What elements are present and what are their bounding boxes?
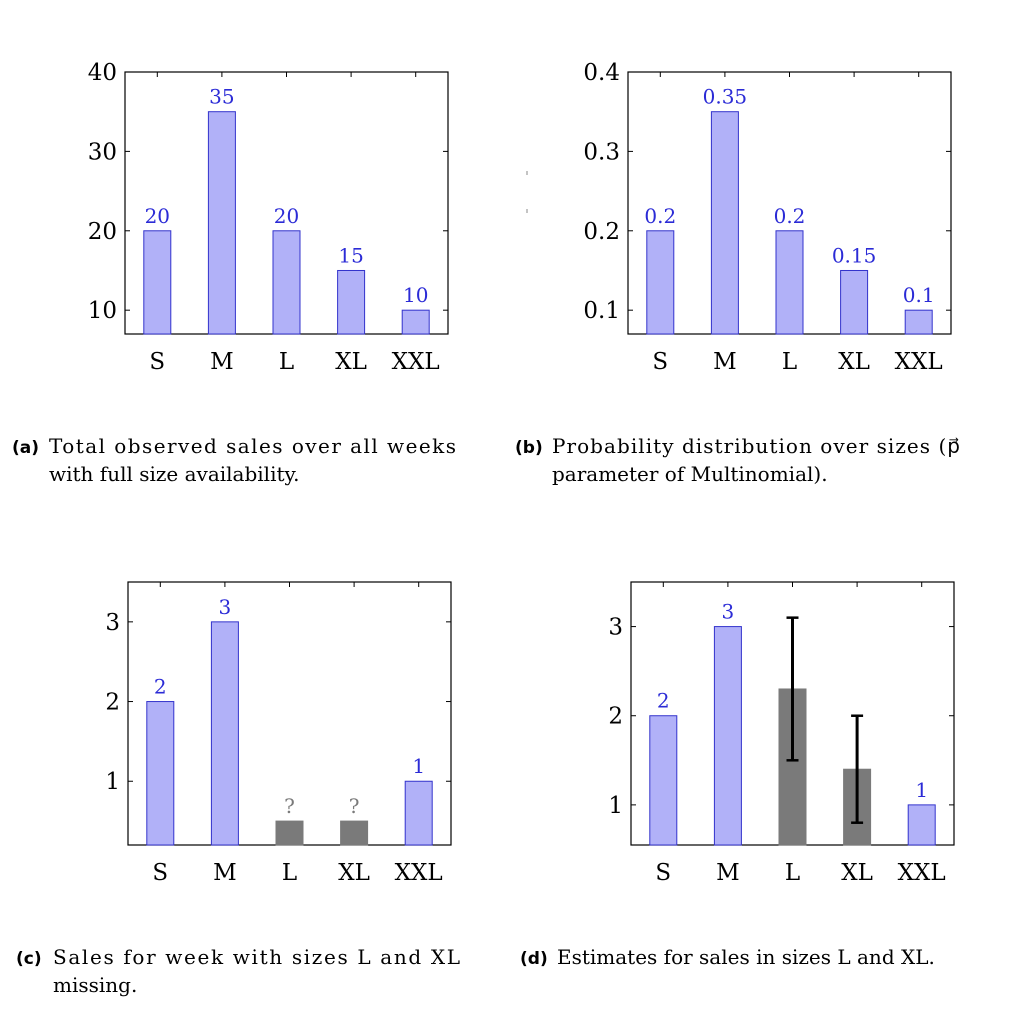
data-label-a-m: 35	[209, 85, 234, 109]
y-tick-label-a: 40	[88, 60, 117, 86]
bar-a-xxl	[401, 309, 430, 335]
x-tick-label-c: L	[282, 860, 297, 886]
caption-d-line-1: Estimates for sales in sizes L and XL.	[557, 945, 935, 969]
x-tick-label-d: L	[785, 860, 800, 886]
x-tick-label-c: M	[213, 860, 237, 886]
y-tick-label-b: 0.4	[583, 60, 620, 86]
panel-d: S M L XL XXL 1 2 3 2 3 1	[608, 581, 955, 886]
caption-d-tag: (d)	[520, 949, 548, 969]
data-label-d-xxl: 1	[915, 778, 928, 802]
data-label-d-s: 2	[657, 689, 670, 713]
bar-d-m	[713, 626, 742, 846]
data-label-b-m: 0.35	[703, 85, 748, 109]
data-label-c-m: 3	[219, 595, 232, 619]
bar-b-s	[646, 230, 675, 335]
y-tick-label-c: 3	[105, 610, 120, 636]
y-tick-label-d: 3	[608, 615, 623, 641]
bar-c-m	[210, 621, 239, 846]
bar-c-xxl	[404, 780, 433, 846]
x-tick-label-b: M	[713, 349, 737, 375]
bar-b-l	[775, 230, 804, 335]
y-tick-label-b: 0.1	[583, 298, 620, 324]
panel-a: S M L XL XXL 10 20 30 40 20 35 20 15 10	[88, 60, 449, 375]
y-tick-label-a: 10	[88, 298, 117, 324]
bar-c-s	[146, 701, 175, 846]
bar-d-xxl	[907, 804, 936, 846]
x-tick-label-a: S	[149, 349, 165, 375]
x-tick-label-a: XL	[335, 349, 367, 375]
data-label-c-l: ?	[284, 794, 295, 818]
x-tick-label-b: L	[782, 349, 797, 375]
x-tick-label-c: XL	[338, 860, 370, 886]
x-tick-label-a: M	[210, 349, 234, 375]
y-tick-label-d: 1	[608, 793, 623, 819]
data-label-c-s: 2	[154, 675, 167, 699]
panel-b: S M L XL XXL 0.1 0.2 0.3 0.4 0.2 0.35 0.2 0.15 0.1	[583, 60, 952, 375]
x-tick-label-d: XL	[841, 860, 873, 886]
x-tick-label-a: L	[279, 349, 294, 375]
x-tick-label-c: S	[152, 860, 168, 886]
caption-c-line-2: missing.	[53, 973, 137, 997]
y-tick-label-a: 20	[88, 219, 117, 245]
x-tick-label-d: M	[716, 860, 740, 886]
x-tick-label-b: XXL	[895, 349, 943, 375]
data-label-b-xl: 0.15	[832, 243, 877, 267]
caption-b-line-2: parameter of Multinomial).	[552, 462, 828, 486]
caption-b-tag: (b)	[515, 438, 543, 458]
y-tick-label-c: 1	[105, 769, 120, 795]
panel-c: S M L XL XXL 1 2 3 2 3? ? 1	[105, 581, 452, 886]
y-tick-label-a: 30	[88, 139, 117, 165]
bar-c-xl	[340, 820, 369, 846]
data-label-c-xxl: 1	[412, 754, 425, 778]
x-tick-label-b: XL	[838, 349, 870, 375]
data-label-b-s: 0.2	[644, 204, 676, 228]
data-label-a-xxl: 10	[403, 283, 428, 307]
data-label-a-xl: 15	[338, 243, 363, 267]
caption-b-line-1: Probability distribution over sizes (p⃗	[552, 434, 960, 458]
caption-a-line-2: with full size availability.	[49, 462, 300, 486]
bar-a-s	[143, 230, 172, 335]
x-tick-label-b: S	[652, 349, 668, 375]
bar-c-l	[275, 820, 304, 846]
data-label-b-l: 0.2	[774, 204, 806, 228]
y-tick-label-b: 0.2	[583, 219, 620, 245]
bar-a-l	[272, 230, 301, 335]
data-label-c-xl: ?	[349, 794, 360, 818]
x-tick-label-c: XXL	[395, 860, 443, 886]
y-tick-label-b: 0.3	[583, 139, 620, 165]
bar-b-xxl	[904, 309, 933, 335]
bar-a-xl	[337, 269, 366, 335]
x-tick-label-d: XXL	[898, 860, 946, 886]
bar-b-m	[710, 111, 739, 335]
x-tick-label-a: XXL	[392, 349, 440, 375]
caption-a-line-1: Total observed sales over all weeks	[49, 434, 456, 458]
bar-a-m	[207, 111, 236, 335]
y-tick-label-c: 2	[105, 690, 120, 716]
x-tick-label-d: S	[655, 860, 671, 886]
caption-a-tag: (a)	[12, 438, 39, 458]
data-label-a-s: 20	[145, 204, 170, 228]
y-tick-label-d: 2	[608, 704, 623, 730]
caption-c-tag: (c)	[16, 949, 42, 969]
bar-d-s	[649, 715, 678, 846]
data-label-b-xxl: 0.1	[903, 283, 935, 307]
caption-c-line-1: Sales for week with sizes L and XL	[53, 945, 460, 969]
data-label-d-m: 3	[722, 600, 735, 624]
bar-b-xl	[840, 269, 869, 335]
data-label-a-l: 20	[274, 204, 299, 228]
